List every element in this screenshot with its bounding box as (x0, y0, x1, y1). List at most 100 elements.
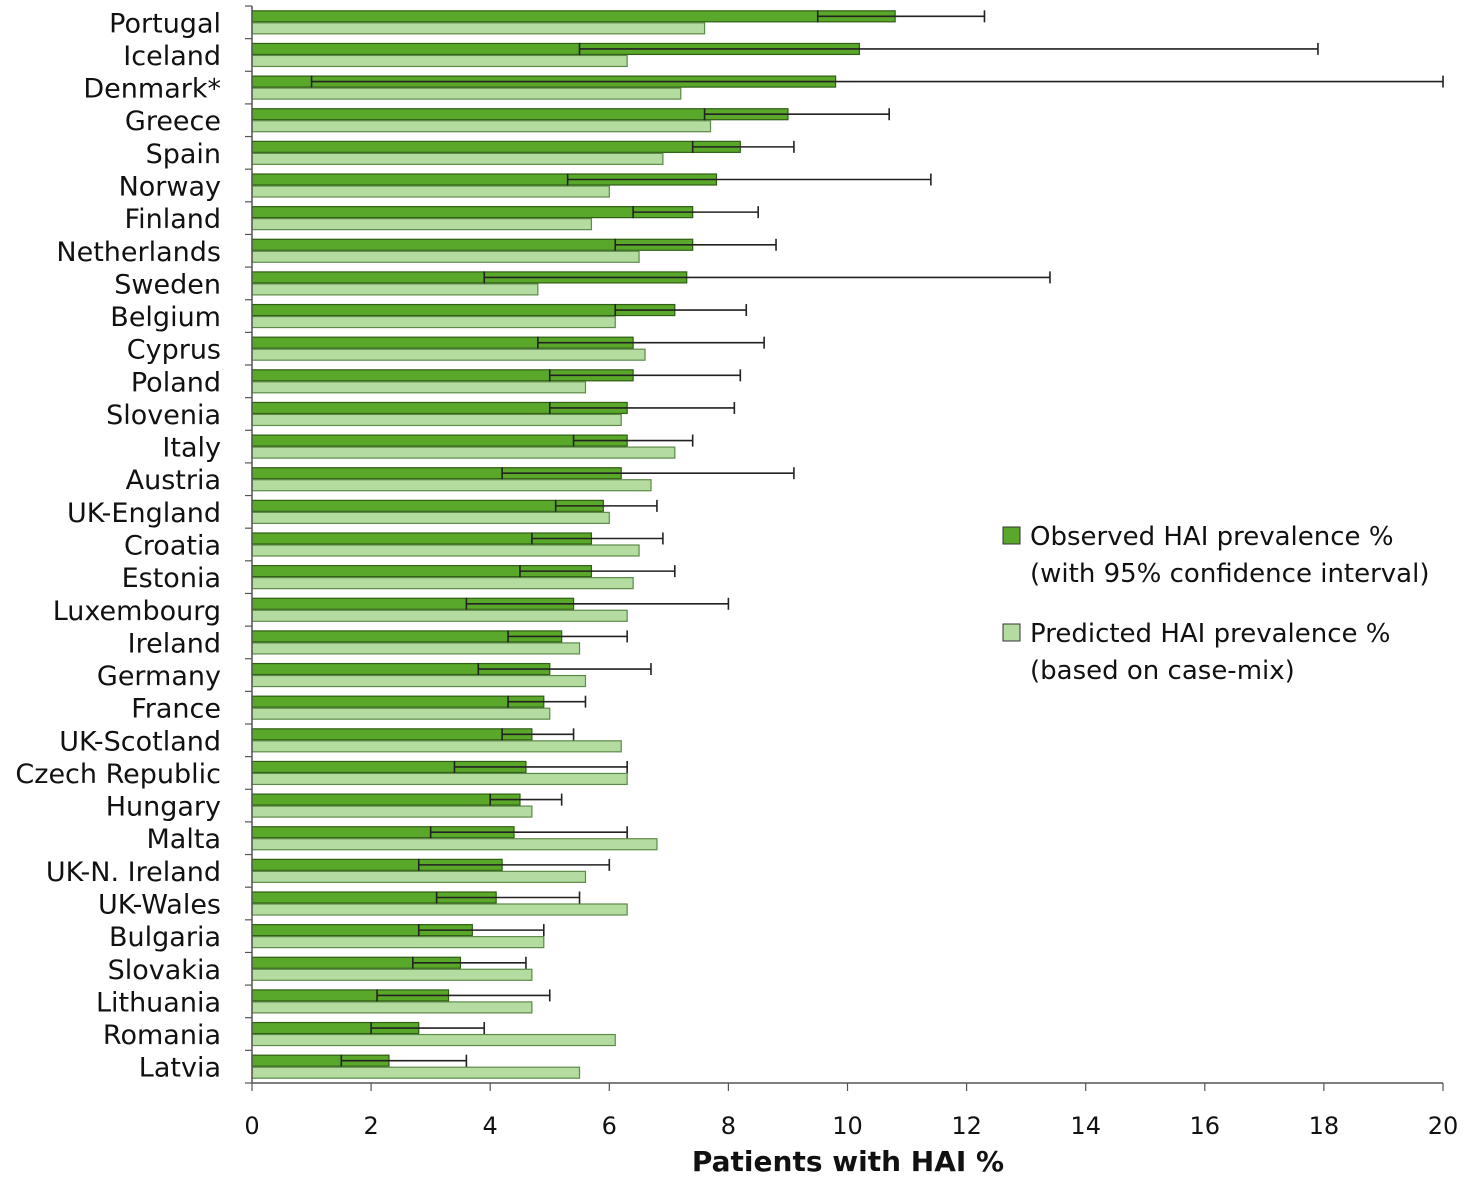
category-label-norway: Norway (119, 172, 221, 203)
error-bar-italy (572, 434, 694, 447)
category-label-denmark: Denmark* (83, 74, 221, 105)
bar-predicted-portugal (251, 22, 706, 35)
bar-observed-uk-scotland (251, 728, 533, 741)
error-bar-uk-england (554, 499, 658, 512)
bar-predicted-romania (251, 1033, 616, 1047)
category-label-hungary: Hungary (106, 792, 221, 823)
error-bar-portugal (816, 10, 986, 23)
category-label-netherlands: Netherlands (56, 237, 221, 268)
category-label-uk-scotland: UK-Scotland (59, 726, 221, 757)
x-tick-label-6: 6 (602, 1112, 617, 1140)
error-bar-uk-scotland (501, 728, 575, 741)
category-label-luxembourg: Luxembourg (53, 596, 221, 627)
x-tick-label-18: 18 (1309, 1112, 1340, 1140)
bar-predicted-malta (251, 838, 658, 851)
error-bar-greece (703, 108, 890, 121)
bar-predicted-ireland (251, 642, 581, 655)
bar-predicted-iceland (251, 54, 628, 68)
x-tick-label-8: 8 (721, 1112, 736, 1140)
bar-predicted-uk-wales (251, 903, 628, 916)
category-label-uk-wales: UK-Wales (98, 890, 221, 921)
bar-predicted-uk-england (251, 511, 610, 524)
category-label-italy: Italy (162, 433, 221, 464)
category-label-sweden: Sweden (114, 269, 221, 300)
bar-predicted-netherlands (251, 250, 640, 263)
bar-predicted-uk-scotland (251, 740, 622, 753)
bar-predicted-czech-republic (251, 772, 628, 786)
category-label-latvia: Latvia (139, 1053, 221, 1084)
error-bar-hungary (489, 793, 563, 806)
error-bar-lithuania (376, 989, 551, 1002)
category-label-finland: Finland (125, 204, 221, 235)
bar-predicted-norway (251, 185, 610, 198)
category-label-iceland: Iceland (123, 41, 221, 72)
bar-observed-france (251, 695, 545, 708)
x-axis-title: Patients with HAI % (692, 1145, 1004, 1178)
bar-observed-finland (251, 206, 694, 219)
bar-observed-italy (251, 434, 628, 447)
error-bar-czech-republic (453, 760, 628, 773)
error-bar-poland (548, 369, 742, 382)
error-bar-norway (566, 173, 932, 186)
legend-predicted-line2: (based on case-mix) (1030, 656, 1295, 686)
x-tick-label-0: 0 (244, 1112, 259, 1140)
category-label-greece: Greece (125, 106, 221, 137)
legend-observed-line1: Observed HAI prevalence % (1030, 522, 1394, 552)
bar-predicted-poland (251, 381, 587, 394)
category-label-cyprus: Cyprus (127, 335, 221, 366)
category-label-spain: Spain (146, 139, 221, 170)
error-bar-sweden (483, 271, 1051, 284)
legend-swatch-predicted (1002, 623, 1021, 642)
category-label-poland: Poland (131, 367, 221, 398)
category-label-slovenia: Slovenia (106, 400, 221, 431)
bar-predicted-denmark (251, 87, 682, 100)
error-bar-spain (691, 140, 795, 153)
bar-predicted-slovenia (251, 413, 622, 427)
category-labels: PortugalIcelandDenmark*GreeceSpainNorway… (15, 8, 221, 1083)
legend: Observed HAI prevalence % (with 95% conf… (1002, 522, 1429, 686)
x-tick-label-2: 2 (363, 1112, 378, 1140)
bar-predicted-germany (251, 674, 587, 688)
legend-predicted-line1: Predicted HAI prevalence % (1030, 619, 1390, 649)
error-bar-cyprus (537, 336, 765, 349)
bar-predicted-slovakia (251, 968, 533, 981)
bar-observed-portugal (251, 10, 896, 23)
bar-observed-hungary (251, 793, 521, 806)
bar-predicted-france (251, 707, 551, 720)
category-label-croatia: Croatia (124, 531, 221, 562)
error-bar-malta (429, 826, 628, 839)
error-bar-croatia (531, 532, 664, 545)
category-label-estonia: Estonia (122, 563, 221, 594)
error-bar-belgium (614, 304, 748, 317)
error-bar-netherlands (614, 238, 777, 251)
bar-predicted-uk-n-ireland (251, 870, 587, 883)
bar-predicted-estonia (251, 577, 634, 590)
category-label-germany: Germany (97, 661, 221, 692)
bar-predicted-lithuania (251, 1001, 533, 1014)
category-label-slovakia: Slovakia (108, 955, 221, 986)
error-bar-denmark (310, 75, 1444, 88)
error-bar-ireland (507, 630, 628, 643)
category-label-uk-england: UK-England (67, 498, 221, 529)
category-label-belgium: Belgium (110, 302, 221, 333)
bar-predicted-italy (251, 446, 676, 459)
x-tick-label-10: 10 (832, 1112, 863, 1140)
x-tick-label-4: 4 (483, 1112, 498, 1140)
category-label-malta: Malta (147, 824, 221, 855)
error-bar-luxembourg (465, 597, 730, 610)
error-bar-germany (477, 663, 652, 676)
legend-swatch-observed (1002, 526, 1021, 545)
x-axis: 0 2 4 6 8 10 12 14 16 18 20 (244, 5, 1458, 1140)
bar-predicted-greece (251, 120, 712, 133)
bar-predicted-sweden (251, 283, 539, 296)
bar-observed-spain (251, 140, 741, 153)
bar-predicted-luxembourg (251, 609, 628, 622)
category-label-czech-republic: Czech Republic (15, 759, 221, 790)
bar-predicted-cyprus (251, 348, 646, 361)
error-bar-slovenia (548, 401, 736, 414)
category-label-france: France (131, 694, 221, 725)
bar-predicted-austria (251, 479, 652, 492)
x-tick-label-14: 14 (1070, 1112, 1101, 1140)
category-label-ireland: Ireland (128, 628, 221, 659)
error-bar-estonia (519, 565, 676, 578)
